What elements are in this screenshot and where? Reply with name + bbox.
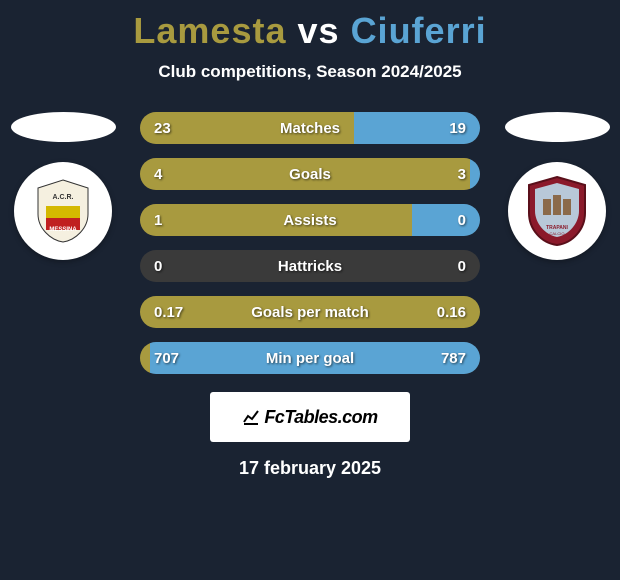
stat-value-right: 0 xyxy=(426,212,466,229)
title-player2: Ciuferri xyxy=(351,10,487,51)
comparison-card: Lamesta vs Ciuferri Club competitions, S… xyxy=(0,0,620,479)
date: 17 february 2025 xyxy=(0,458,620,479)
stat-label: Goals per match xyxy=(251,304,369,321)
acr-messina-badge: A.C.R. MESSINA xyxy=(14,162,112,260)
stat-overlay: 0.17 Goals per match 0.16 xyxy=(140,296,480,328)
subtitle: Club competitions, Season 2024/2025 xyxy=(0,62,620,82)
svg-text:CALCIO: CALCIO xyxy=(550,231,565,236)
chart-icon xyxy=(242,408,260,426)
side-left: A.C.R. MESSINA xyxy=(8,112,118,260)
stat-value-left: 707 xyxy=(154,350,194,367)
stat-value-left: 0 xyxy=(154,258,194,275)
shield-icon: TRAPANI CALCIO xyxy=(517,171,597,251)
stat-overlay: 1 Assists 0 xyxy=(140,204,480,236)
svg-text:A.C.R.: A.C.R. xyxy=(53,194,74,201)
branding-text: FcTables.com xyxy=(264,407,377,428)
stat-overlay: 0 Hattricks 0 xyxy=(140,250,480,282)
stat-overlay: 4 Goals 3 xyxy=(140,158,480,190)
stat-value-right: 3 xyxy=(426,166,466,183)
title-vs: vs xyxy=(298,10,340,51)
stat-value-right: 0 xyxy=(426,258,466,275)
shield-icon: A.C.R. MESSINA xyxy=(28,176,98,246)
stats-table: 23 Matches 19 4 Goals 3 1 Assists 0 0 Hattricks 0 0.… xyxy=(130,112,490,374)
stat-value-left: 1 xyxy=(154,212,194,229)
stat-value-right: 0.16 xyxy=(426,304,466,321)
stat-value-left: 4 xyxy=(154,166,194,183)
side-right: TRAPANI CALCIO xyxy=(502,112,612,260)
page-title: Lamesta vs Ciuferri xyxy=(0,10,620,52)
svg-text:MESSINA: MESSINA xyxy=(49,227,77,233)
stat-row: 0.17 Goals per match 0.16 xyxy=(140,296,480,328)
branding-box: FcTables.com xyxy=(210,392,410,442)
stat-label: Assists xyxy=(283,212,336,229)
main-area: A.C.R. MESSINA 23 Matches 19 4 Goals 3 1 Assist… xyxy=(0,112,620,374)
stat-value-right: 787 xyxy=(426,350,466,367)
stat-row: 1 Assists 0 xyxy=(140,204,480,236)
stat-label: Matches xyxy=(280,120,340,137)
player1-nameplate xyxy=(11,112,116,142)
stat-value-left: 0.17 xyxy=(154,304,194,321)
stat-row: 23 Matches 19 xyxy=(140,112,480,144)
player2-nameplate xyxy=(505,112,610,142)
stat-row: 707 Min per goal 787 xyxy=(140,342,480,374)
stat-overlay: 23 Matches 19 xyxy=(140,112,480,144)
branding: FcTables.com xyxy=(242,407,377,428)
stat-label: Goals xyxy=(289,166,331,183)
stat-label: Hattricks xyxy=(278,258,342,275)
trapani-calcio-badge: TRAPANI CALCIO xyxy=(508,162,606,260)
title-player1: Lamesta xyxy=(133,10,286,51)
stat-overlay: 707 Min per goal 787 xyxy=(140,342,480,374)
stat-row: 0 Hattricks 0 xyxy=(140,250,480,282)
stat-row: 4 Goals 3 xyxy=(140,158,480,190)
stat-value-left: 23 xyxy=(154,120,194,137)
stat-label: Min per goal xyxy=(266,350,354,367)
stat-value-right: 19 xyxy=(426,120,466,137)
